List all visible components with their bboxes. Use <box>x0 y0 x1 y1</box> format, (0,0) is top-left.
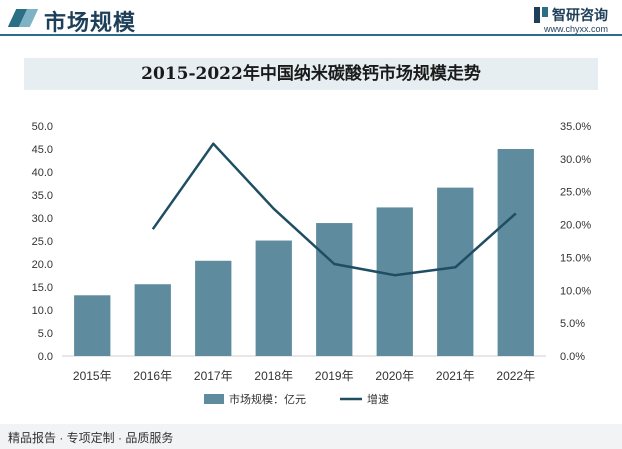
x-tick-label: 2017年 <box>194 369 233 383</box>
legend-line-label: 增速 <box>367 392 389 406</box>
x-tick-label: 2016年 <box>133 369 172 383</box>
y-tick-label: 30.0 <box>32 213 53 225</box>
company-logo: 智研咨询 <box>534 5 608 25</box>
bar <box>316 223 353 356</box>
bar <box>74 295 111 356</box>
bar <box>497 149 534 356</box>
y2-tick-label: 10.0% <box>560 285 591 297</box>
chart-title: 2015-2022年中国纳米碳酸钙市场规模走势 <box>141 64 481 84</box>
y2-tick-label: 30.0% <box>560 154 591 166</box>
page-title: 市场规模 <box>44 10 137 35</box>
logo-icon <box>534 7 548 23</box>
y-tick-label: 25.0 <box>32 236 53 248</box>
y-tick-label: 45.0 <box>32 144 53 156</box>
x-tick-label: 2019年 <box>315 369 354 383</box>
x-tick-label: 2022年 <box>496 369 535 383</box>
bar <box>255 240 292 356</box>
y2-tick-label: 0.0% <box>560 351 585 363</box>
chart-title-band: 2015-2022年中国纳米碳酸钙市场规模走势 <box>24 58 598 90</box>
x-tick-label: 2021年 <box>436 369 475 383</box>
y2-tick-label: 15.0% <box>560 252 591 264</box>
growth-rate-line <box>151 142 517 277</box>
footer-tagline: 精品报告 · 专项定制 · 品质服务 <box>8 431 174 445</box>
y2-tick-label: 20.0% <box>560 220 591 232</box>
x-tick-label: 2020年 <box>375 369 414 383</box>
y-tick-label: 50.0 <box>32 121 53 133</box>
page-header: 市场规模 智研咨询 www.chyxx.com <box>0 0 622 40</box>
y2-tick-label: 5.0% <box>560 318 585 330</box>
header-divider <box>0 34 622 36</box>
legend-bar-swatch <box>204 394 224 404</box>
bar <box>376 207 413 356</box>
y2-tick-label: 25.0% <box>560 187 591 199</box>
x-tick-label: 2018年 <box>254 369 293 383</box>
y-tick-label: 0.0 <box>38 351 53 363</box>
logo-text: 智研咨询 <box>552 7 608 23</box>
page-footer: 精品报告 · 专项定制 · 品质服务 <box>0 424 622 449</box>
y2-tick-label: 35.0% <box>560 121 591 133</box>
y-tick-label: 35.0 <box>32 190 53 202</box>
bar <box>134 284 171 356</box>
y-tick-label: 5.0 <box>38 328 53 340</box>
chart: 0.0 5.0 10.0 15.0 20.0 25.0 30.0 35.0 40.0 45.0 50… <box>32 121 592 406</box>
y-tick-label: 40.0 <box>32 167 53 179</box>
bar <box>437 187 474 356</box>
y-tick-label: 20.0 <box>32 259 53 271</box>
y-tick-label: 15.0 <box>32 282 53 294</box>
x-tick-label: 2015年 <box>73 369 112 383</box>
y-tick-label: 10.0 <box>32 305 53 317</box>
legend-bar-label: 市场规模：亿元 <box>229 392 306 406</box>
bar <box>195 260 232 356</box>
logo-url: www.chyxx.com <box>543 24 608 34</box>
